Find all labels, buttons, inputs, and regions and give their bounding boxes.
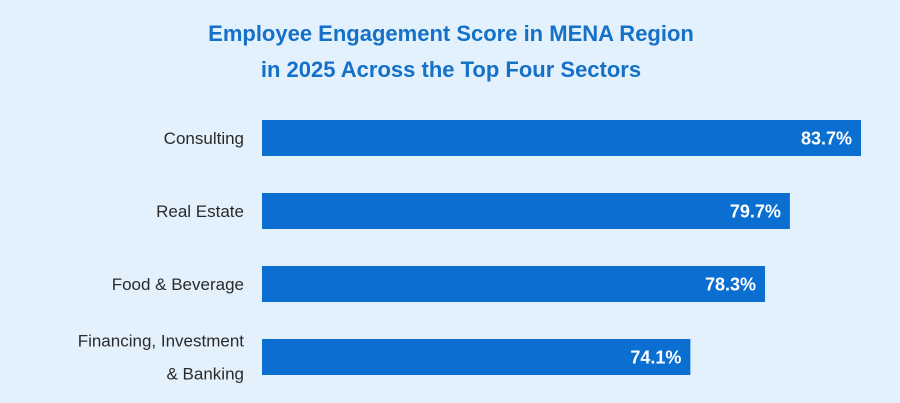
chart-title-line-1: Employee Engagement Score in MENA Region	[208, 21, 694, 46]
bars-group: 83.7% Consulting 79.7% Real Estate 78.3% Food…	[78, 120, 861, 384]
category-label-3: Food & Beverage	[112, 275, 244, 294]
category-label-4-line-1: Financing, Investment	[78, 332, 245, 351]
bar-1	[262, 120, 861, 156]
bar-3	[262, 266, 766, 302]
category-label-2: Real Estate	[156, 202, 244, 221]
bar-2	[262, 193, 790, 229]
value-label-2: 79.7%	[730, 202, 781, 222]
category-label-1: Consulting	[164, 129, 244, 148]
chart-title-line-2: in 2025 Across the Top Four Sectors	[261, 57, 641, 82]
value-label-3: 78.3%	[705, 275, 756, 295]
value-label-1: 83.7%	[801, 129, 852, 149]
bar-4	[262, 339, 691, 375]
value-label-4: 74.1%	[630, 348, 681, 368]
category-label-4-line-2: & Banking	[167, 365, 245, 384]
